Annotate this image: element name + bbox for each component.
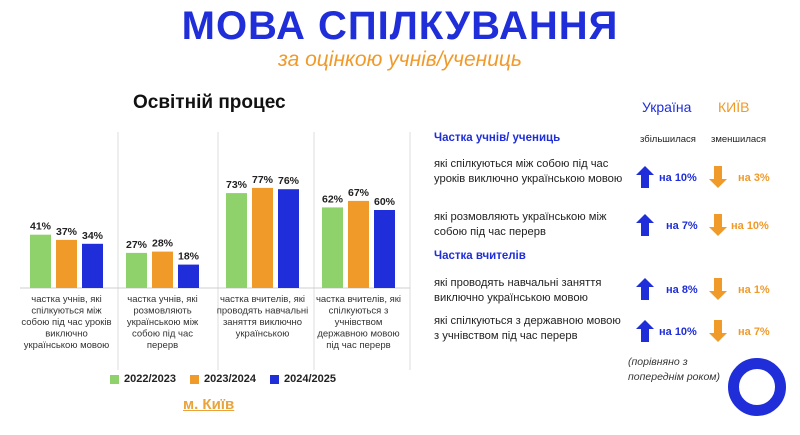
arrow-up-icon (636, 320, 654, 342)
arrow-up-icon (636, 214, 654, 236)
arrow-down-icon (709, 166, 727, 188)
bar-2023/2024-cat4 (348, 200, 369, 288)
chart-legend: 2022/2023 2023/2024 2024/2025 (110, 373, 336, 385)
bar-2022/2023-cat3 (226, 193, 247, 288)
legend-label: 2023/2024 (204, 373, 256, 385)
data-label: 28% (152, 238, 174, 250)
data-label: 41% (30, 221, 52, 233)
category-label: перерв (147, 340, 178, 351)
category-label: державною мовою (317, 329, 399, 340)
category-label: частка вчителів, які (316, 294, 401, 305)
arrow-up-icon (636, 278, 654, 300)
category-label: під час перерв (326, 340, 390, 351)
label-decreased: зменшилася (711, 134, 767, 145)
data-label: 67% (348, 187, 370, 199)
legend-item-2023: 2023/2024 (190, 373, 256, 385)
bar-2022/2023-cat4 (322, 207, 343, 288)
bar-2024/2025-cat2 (178, 264, 199, 288)
logo-ring (728, 358, 786, 416)
comparison-note: (порівняно з попереднім роком) (628, 356, 720, 383)
kyiv-change-3: на 1% (738, 284, 770, 296)
header-ukraine: Україна (642, 99, 692, 115)
legend-swatch (110, 374, 119, 384)
data-label: 76% (278, 175, 300, 187)
legend-label: 2022/2023 (124, 373, 176, 385)
arrow-up-icon (636, 166, 654, 188)
bar-2023/2024-cat3 (252, 187, 273, 288)
bar-2022/2023-cat2 (126, 252, 147, 288)
category-label: спілкуються між (31, 306, 102, 317)
category-label: частка учнів, які (31, 294, 101, 305)
category-label: собою під час уроків (21, 317, 111, 328)
arrow-down-icon (709, 320, 727, 342)
ukraine-change-1: на 10% (659, 172, 697, 184)
data-label: 27% (126, 239, 148, 251)
arrow-down-icon (709, 214, 727, 236)
label-increased: збільшилася (640, 134, 696, 145)
data-label: 77% (252, 174, 274, 186)
data-label: 62% (322, 193, 344, 205)
row-text-2: які розмовляють українською між собою пі… (434, 211, 607, 238)
category-label: собою під час (132, 329, 193, 340)
row-text-1: які спілкуються між собою під час уроків… (434, 158, 623, 185)
data-label: 18% (178, 251, 200, 263)
bar-2023/2024-cat1 (56, 239, 77, 288)
arrow-down-icon (709, 278, 727, 300)
category-label: виключно (45, 329, 88, 340)
data-label: 60% (374, 196, 396, 208)
bar-2023/2024-cat2 (152, 251, 173, 288)
category-label: частка учнів, які (127, 294, 197, 305)
legend-label: 2024/2025 (284, 373, 336, 385)
data-label: 37% (56, 226, 78, 238)
legend-swatch (270, 374, 279, 384)
row-text-4: які спілкуються з державною мовою з учні… (434, 315, 621, 342)
category-label: українською мовою (24, 340, 110, 351)
category-label: заняття виключно (223, 317, 302, 328)
category-label: проводять навчальні (217, 306, 309, 317)
bar-2024/2025-cat1 (82, 243, 103, 288)
ukraine-change-3: на 8% (666, 284, 698, 296)
header-kyiv: КИЇВ (718, 99, 750, 115)
kyiv-change-4: на 7% (738, 326, 770, 338)
ukraine-change-2: на 7% (666, 220, 698, 232)
ukraine-change-4: на 10% (659, 326, 697, 338)
kyiv-change-1: на 3% (738, 172, 770, 184)
category-label: частка вчителів, які (220, 294, 305, 305)
page-title: МОВА СПІЛКУВАННЯ (181, 4, 619, 48)
category-label: українською (236, 329, 290, 340)
category-label: учнівством (335, 317, 383, 328)
data-label: 34% (82, 230, 104, 242)
data-label: 73% (226, 179, 248, 191)
row-text-3: які проводять навчальні заняття виключно… (434, 277, 602, 304)
city-label: м. Київ (183, 396, 235, 413)
bar-2024/2025-cat4 (374, 210, 395, 288)
section-teachers: Частка вчителів (434, 250, 526, 262)
category-label: спілкуються з (329, 306, 389, 317)
legend-item-2024: 2024/2025 (270, 373, 336, 385)
chart-title: Освітній процес (133, 92, 286, 113)
section-students: Частка учнів/ учениць (434, 132, 561, 144)
category-label: розмовляють (133, 306, 191, 317)
bar-2022/2023-cat1 (30, 234, 51, 288)
page-subtitle: за оцінкою учнів/учениць (278, 48, 522, 71)
kyiv-change-2: на 10% (731, 220, 769, 232)
legend-swatch (190, 374, 199, 384)
bar-2024/2025-cat3 (278, 189, 299, 288)
category-label: українською між (127, 317, 199, 328)
legend-item-2022: 2022/2023 (110, 373, 176, 385)
